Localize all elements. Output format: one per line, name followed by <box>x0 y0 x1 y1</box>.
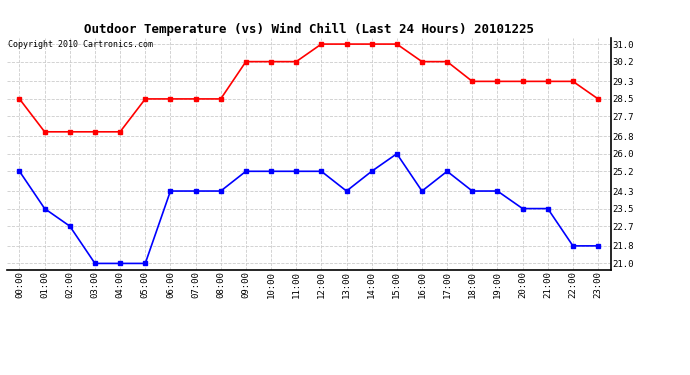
Title: Outdoor Temperature (vs) Wind Chill (Last 24 Hours) 20101225: Outdoor Temperature (vs) Wind Chill (Las… <box>83 23 534 36</box>
Text: Copyright 2010 Cartronics.com: Copyright 2010 Cartronics.com <box>8 40 153 49</box>
